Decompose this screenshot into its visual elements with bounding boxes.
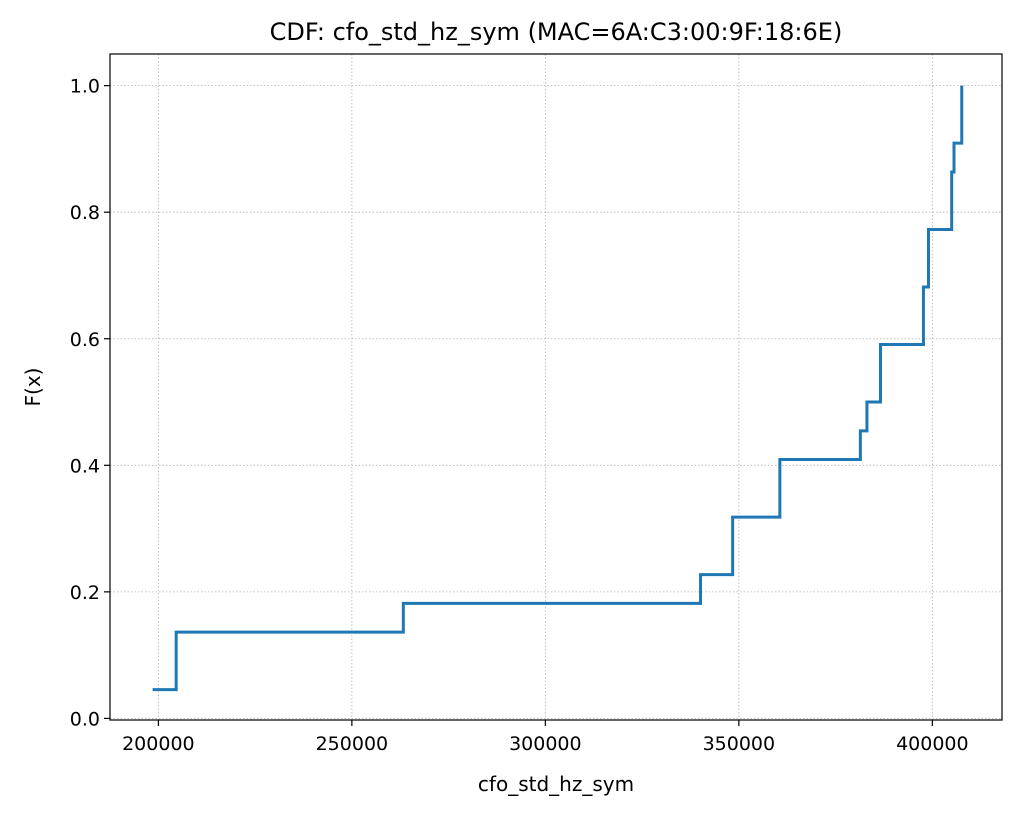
chart-title: CDF: cfo_std_hz_sym (MAC=6A:C3:00:9F:18:… (270, 18, 843, 46)
x-axis: 200000 250000 300000 350000 400000 (122, 720, 969, 755)
x-axis-label: cfo_std_hz_sym (478, 772, 634, 796)
y-tick-label: 1.0 (70, 76, 100, 98)
y-tick-label: 0.4 (70, 455, 100, 477)
cdf-step-line (152, 85, 964, 692)
x-tick-label: 400000 (896, 733, 969, 755)
y-tick-label: 0.2 (70, 582, 100, 604)
y-tick-label: 0.0 (70, 708, 100, 730)
y-axis-label: F(x) (21, 368, 45, 407)
x-tick-label: 300000 (509, 733, 582, 755)
grid (110, 54, 1002, 720)
x-tick-label: 200000 (122, 733, 195, 755)
series-group (152, 85, 964, 692)
y-tick-label: 0.8 (70, 202, 100, 224)
plot-frame (109, 53, 1003, 721)
y-tick-label: 0.6 (70, 329, 100, 351)
x-tick-label: 350000 (703, 733, 776, 755)
y-axis: 0.0 0.2 0.4 0.6 0.8 1.0 (70, 76, 110, 730)
x-tick-label: 250000 (316, 733, 389, 755)
